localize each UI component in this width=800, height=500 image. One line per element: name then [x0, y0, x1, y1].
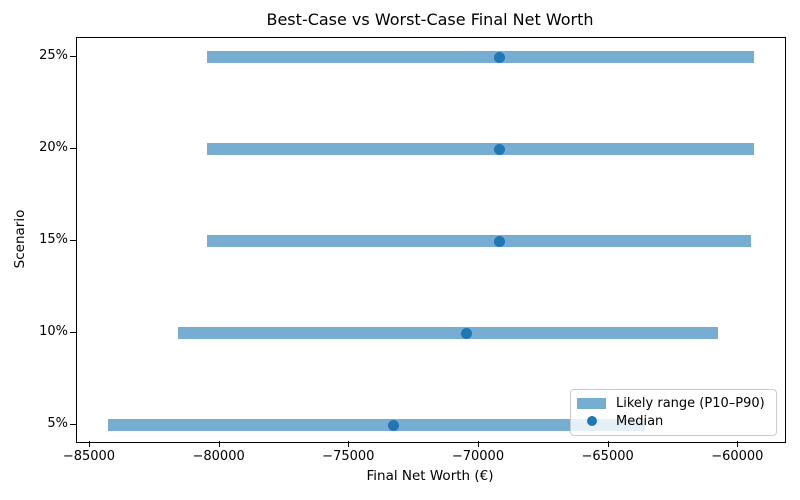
chart-title: Best-Case vs Worst-Case Final Net Worth	[266, 10, 594, 29]
range-bar-swatch-icon	[577, 398, 606, 410]
x-tick-label--60000: −60000	[711, 449, 764, 464]
range-bar-20%	[206, 143, 754, 155]
range-bar-10%	[178, 327, 718, 339]
legend-item-likely-range: Likely range (P10–P90)	[577, 395, 768, 413]
y-tick-label-5%: 5%	[47, 416, 68, 431]
x-tick-label--80000: −80000	[192, 449, 245, 464]
median-dot-25%	[494, 51, 506, 63]
x-tick--85000	[88, 441, 90, 447]
range-bar-5%	[108, 419, 645, 431]
legend-range-swatch-area	[577, 398, 606, 410]
legend-label-likely-range: Likely range (P10–P90)	[616, 396, 765, 412]
legend-label-median: Median	[616, 413, 664, 429]
y-tick-15%	[70, 240, 76, 241]
legend-dot-area	[577, 416, 606, 427]
y-axis-label: Scenario	[12, 209, 28, 269]
y-tick-label-20%: 20%	[39, 140, 68, 155]
median-dot-icon	[586, 416, 597, 427]
y-tick-label-25%: 25%	[39, 48, 68, 63]
y-tick-label-10%: 10%	[39, 324, 68, 339]
median-dot-15%	[494, 235, 506, 247]
median-dot-5%	[387, 419, 399, 431]
x-tick-label--75000: −75000	[322, 449, 375, 464]
plot-canvas	[77, 38, 785, 442]
x-tick-label--70000: −70000	[451, 449, 505, 464]
x-axis-label: Final Net Worth (€)	[366, 468, 494, 484]
median-dot-10%	[460, 327, 472, 339]
x-tick-label--65000: −65000	[581, 449, 634, 464]
y-tick-25%	[70, 56, 76, 57]
x-tick-label--85000: −85000	[62, 449, 116, 464]
y-tick-20%	[70, 148, 76, 149]
median-dot-20%	[494, 143, 506, 155]
y-tick-5%	[70, 424, 76, 425]
x-tick--65000	[607, 441, 609, 447]
y-tick-10%	[70, 332, 76, 333]
range-bar-25%	[206, 51, 754, 63]
x-tick--80000	[218, 441, 220, 447]
legend-item-median: Median	[577, 413, 768, 431]
plot-area	[76, 37, 786, 443]
legend: Likely range (P10–P90) Median	[570, 389, 777, 436]
x-tick--60000	[737, 441, 739, 447]
y-tick-label-15%: 15%	[39, 232, 68, 247]
range-bar-15%	[206, 235, 752, 247]
x-tick--75000	[348, 441, 350, 447]
x-tick--70000	[477, 441, 479, 447]
